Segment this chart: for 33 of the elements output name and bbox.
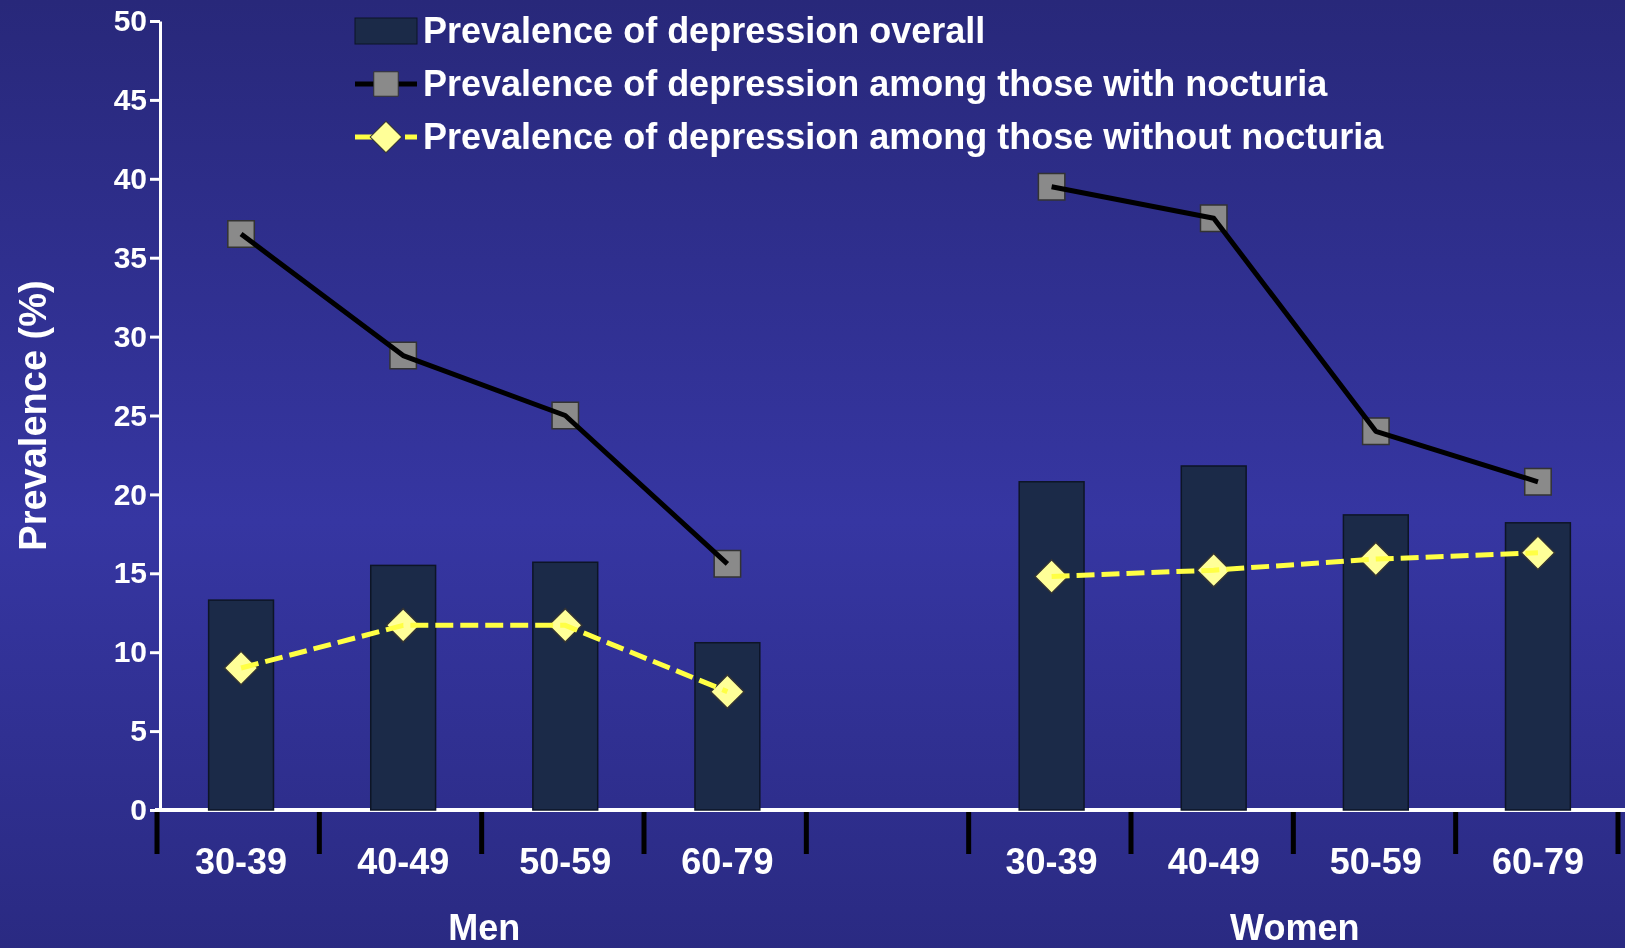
x-tick-label: 30-39: [195, 841, 288, 882]
legend-label: Prevalence of depression among those without nocturia: [423, 116, 1385, 157]
y-tick-label: 25: [113, 398, 147, 432]
bar: [532, 561, 599, 811]
x-tick-label: 50-59: [1329, 841, 1422, 882]
bar: [1018, 481, 1085, 811]
bar: [1504, 522, 1572, 811]
text: Men: [448, 907, 521, 948]
y-tick-label: 40: [113, 161, 147, 195]
y-tick-label: 10: [113, 635, 147, 669]
x-tick-label: 40-49: [357, 841, 450, 882]
y-tick-label: 15: [113, 556, 147, 590]
bar: [1342, 514, 1409, 811]
legend-label: Prevalence of depression among those with nocturia: [423, 63, 1329, 104]
y-axis-title: Prevalence (%): [12, 280, 54, 551]
x-tick-label: 60-79: [681, 841, 774, 882]
y-tick-label: 50: [113, 4, 147, 38]
y-tick-label: 35: [113, 240, 147, 274]
x-tick-label: 40-49: [1167, 841, 1260, 882]
bar: [1180, 465, 1247, 811]
y-tick-label: 45: [113, 83, 147, 116]
bar: [694, 641, 761, 811]
bar: [369, 564, 437, 811]
x-tick-label: 60-79: [1491, 841, 1584, 882]
y-tick-label: 30: [113, 319, 147, 353]
x-tick-label: 30-39: [1005, 841, 1098, 882]
legend-label: Prevalence of depression overall: [423, 10, 986, 51]
y-tick-label: 20: [113, 477, 147, 511]
x-tick-label: 50-59: [519, 841, 612, 882]
y-tick-label: 5: [130, 714, 147, 748]
y-tick-label: 0: [130, 793, 147, 827]
text: Women: [1230, 907, 1360, 948]
bar: [207, 599, 275, 811]
